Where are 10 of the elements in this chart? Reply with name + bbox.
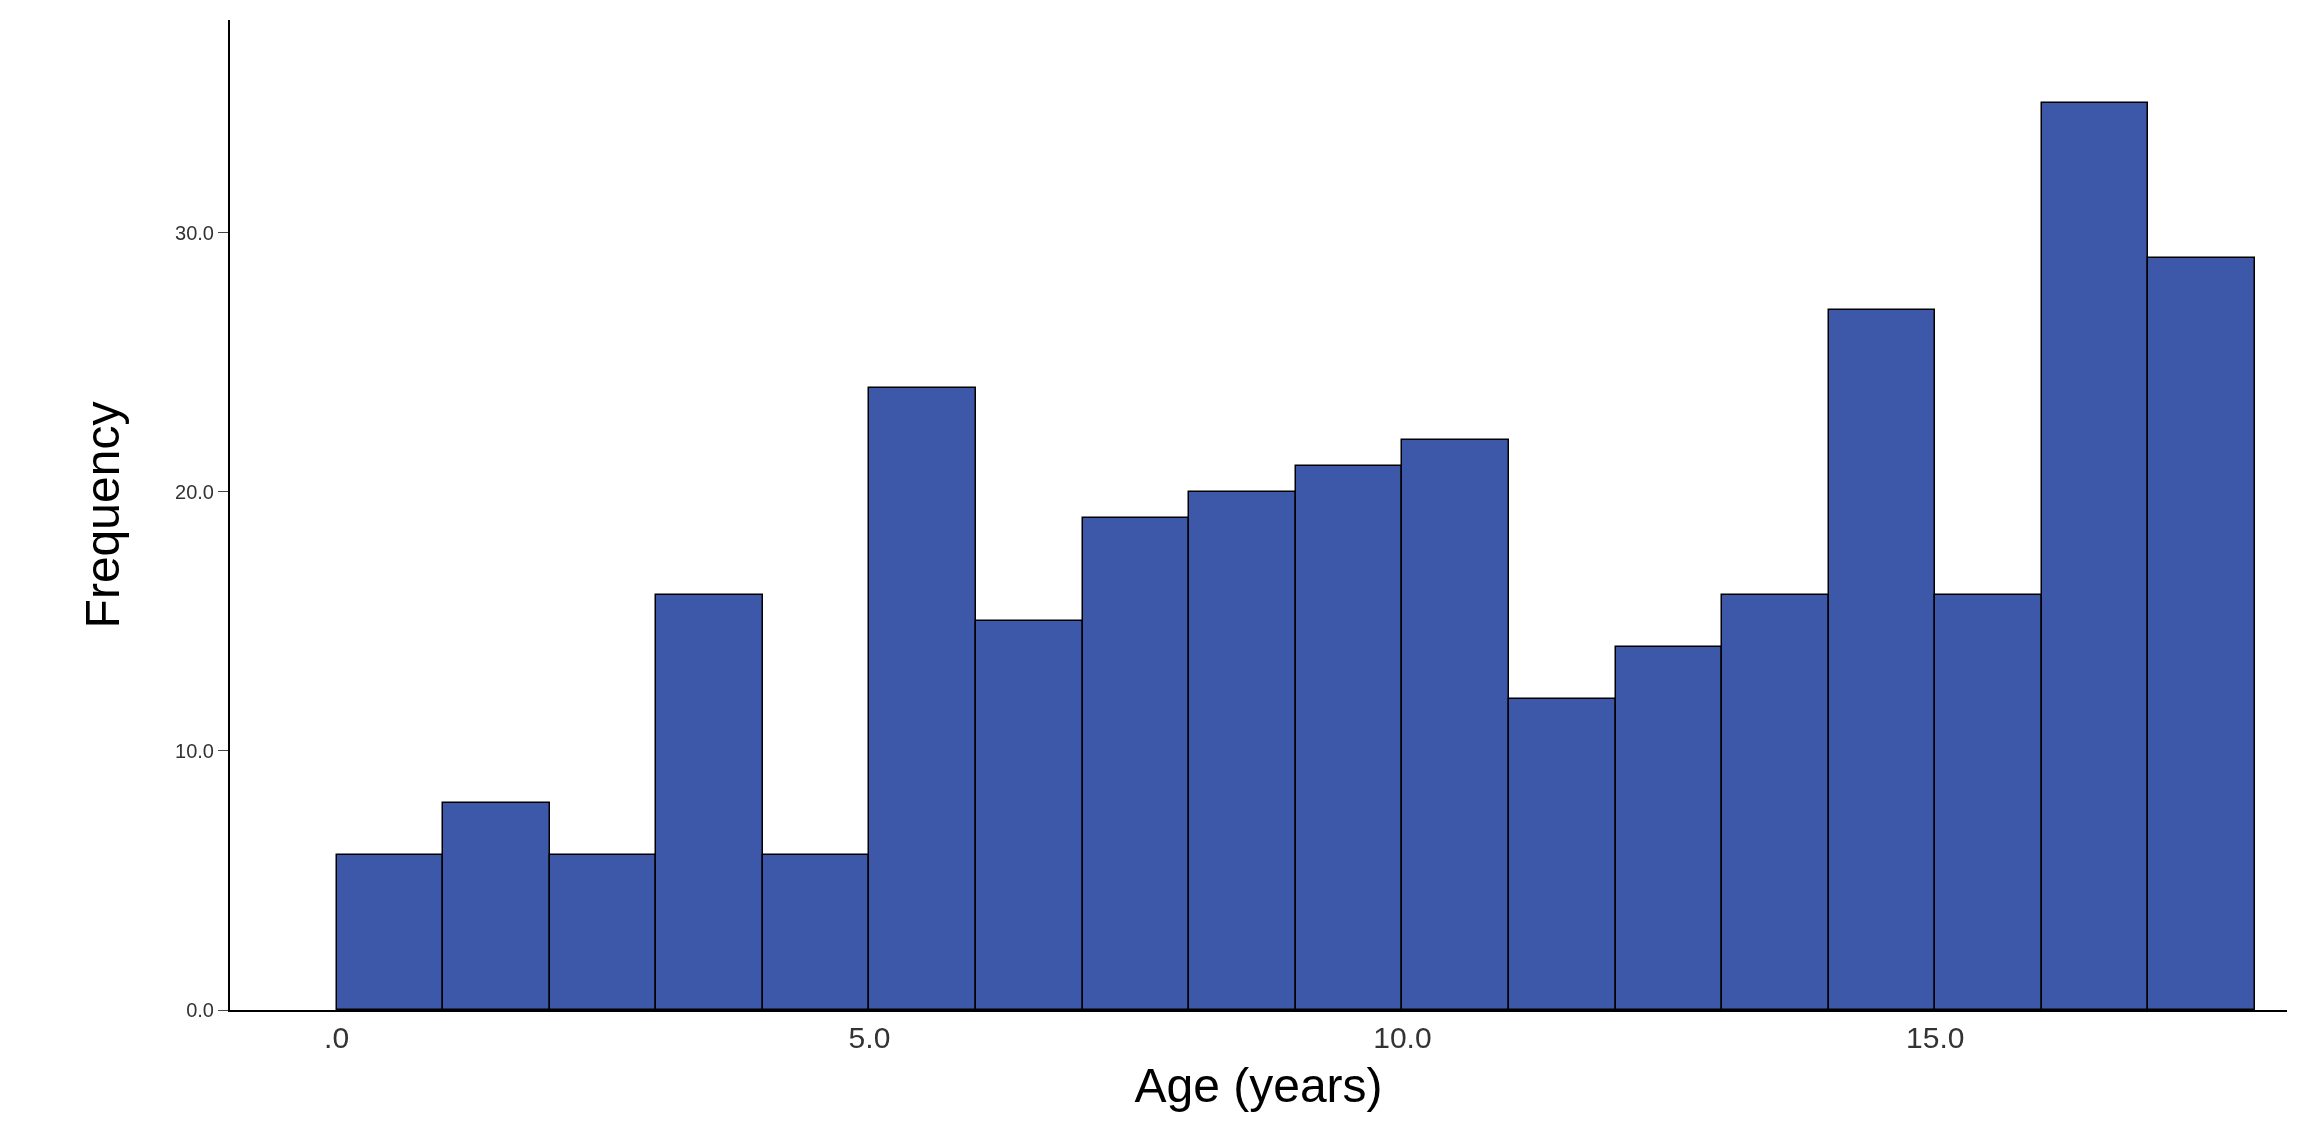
y-tick-label: 20.0 [175,480,214,503]
x-tick-label: 5.0 [848,1021,891,1054]
x-tick-label: 15.0 [1906,1021,1965,1054]
x-axis-title: Age (years) [1134,1058,1383,1112]
x-tick-label: .0 [324,1021,350,1054]
y-tick-label: 0.0 [186,999,214,1021]
y-tick-label: 30.0 [175,221,214,244]
y-axis-title: Frequency [76,401,130,629]
x-tick-label: 10.0 [1373,1021,1432,1054]
y-tick-label: 10.0 [175,739,214,762]
